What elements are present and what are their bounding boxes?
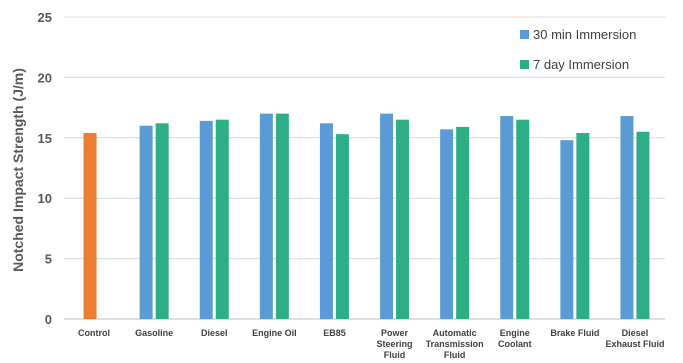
category-labels: Control Gasoline Diesel Engine Oil EB85 Power… xyxy=(78,328,664,360)
bar-7-day xyxy=(396,119,410,320)
bar-7-day xyxy=(215,119,229,320)
bar-7-day xyxy=(456,126,470,319)
category-label: Automatic Transmission Fluid xyxy=(426,328,484,360)
bar-7-day xyxy=(576,132,590,319)
category-label: Gasoline xyxy=(135,328,173,338)
category-label: EB85 xyxy=(323,328,346,338)
bar-7-day xyxy=(275,113,289,319)
bar-30-min xyxy=(380,113,394,319)
legend-swatch xyxy=(520,30,529,39)
category-label: Engine Oil xyxy=(252,328,297,338)
category-label: Engine Coolant xyxy=(498,328,532,349)
bars xyxy=(83,113,650,320)
y-axis-title: Notched Impact Strength (J/m) xyxy=(10,68,26,272)
y-tick-label: 20 xyxy=(38,70,52,85)
category-label: Control xyxy=(78,328,110,338)
legend-label: 30 min Immersion xyxy=(533,27,636,42)
bar-30-min xyxy=(199,120,213,319)
y-tick-label: 5 xyxy=(45,252,52,267)
bar-30-min xyxy=(500,116,514,319)
bar-30-min xyxy=(620,116,634,319)
bar-30-min xyxy=(319,123,333,319)
y-tick-label: 10 xyxy=(38,191,52,206)
bar-30-min xyxy=(560,140,574,319)
bar-7-day xyxy=(155,123,169,319)
bar-7-day xyxy=(335,134,349,319)
y-tick-label: 0 xyxy=(45,312,52,327)
category-label: Diesel xyxy=(201,328,228,338)
y-tick-label: 15 xyxy=(38,131,52,146)
bar-30-min xyxy=(440,129,454,319)
y-tick-labels: 0 5 10 15 20 25 xyxy=(38,10,52,327)
bar-30-min xyxy=(139,125,153,319)
category-label: Diesel Exhaust Fluid xyxy=(605,328,664,349)
legend-swatch xyxy=(520,60,529,69)
bar-7-day xyxy=(516,119,530,320)
bar-7-day xyxy=(636,131,650,319)
bar-30-min xyxy=(259,113,273,319)
legend: 30 min Immersion 7 day Immersion xyxy=(520,27,636,72)
bar-control xyxy=(83,132,97,319)
category-label: Brake Fluid xyxy=(550,328,599,338)
legend-label: 7 day Immersion xyxy=(533,57,629,72)
y-tick-label: 25 xyxy=(38,10,52,25)
category-label: Power Steering Fluid xyxy=(377,328,413,360)
